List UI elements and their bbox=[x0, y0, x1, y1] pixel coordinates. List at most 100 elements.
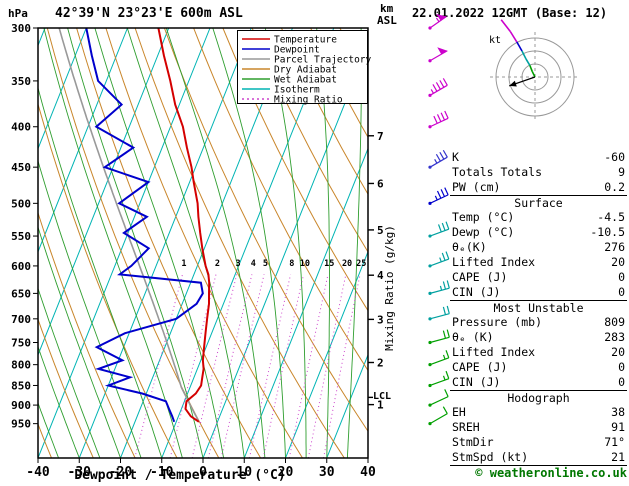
temperature-tick-label: -40 bbox=[26, 465, 50, 480]
km-tick-label: 3 bbox=[377, 313, 384, 326]
legend-item-label: Wet Adiabat bbox=[274, 75, 337, 86]
barb-full bbox=[440, 189, 446, 197]
barb-pennant bbox=[436, 13, 447, 21]
dry-adiabat-line bbox=[105, 28, 303, 458]
wet-adiabat-line bbox=[43, 28, 183, 458]
barb-station-dot bbox=[428, 234, 432, 238]
mixing-ratio-value-label: 20 bbox=[342, 259, 352, 269]
wind-barb bbox=[428, 110, 449, 129]
barb-full bbox=[435, 153, 441, 162]
wind-barb bbox=[428, 406, 448, 426]
index-label: Totals Totals bbox=[452, 165, 543, 179]
isotherm-line bbox=[243, 147, 368, 458]
index-row: CAPE (J) 0 bbox=[450, 270, 627, 285]
barb-shaft bbox=[429, 228, 449, 237]
indices-panel: K -60 Totals Totals 9 PW (cm) 0.2 Surface Temp … bbox=[450, 150, 627, 466]
pressure-tick-label: 600 bbox=[11, 260, 31, 273]
barb-full bbox=[442, 406, 448, 414]
mixing-ratio-value-label: 3 bbox=[236, 259, 241, 269]
barb-station-dot bbox=[428, 383, 432, 388]
lcl-label: LCL bbox=[373, 391, 391, 402]
index-value: 20 bbox=[611, 255, 625, 269]
index-row: Pressure (mb) 809 bbox=[450, 315, 627, 330]
isotherm-line bbox=[38, 28, 211, 458]
mixing-ratio-value-label: 4 bbox=[251, 259, 256, 269]
mixing-ratio-value-label: 15 bbox=[324, 259, 334, 269]
barb-full bbox=[435, 82, 441, 90]
index-row: Totals Totals 9 bbox=[450, 165, 627, 180]
index-value: 0 bbox=[618, 285, 625, 299]
index-label: StmDir bbox=[452, 435, 494, 449]
wet-adiabat-line bbox=[165, 28, 266, 458]
barb-half bbox=[434, 158, 438, 164]
barb-full bbox=[432, 84, 438, 92]
index-value: 9 bbox=[618, 165, 625, 179]
wet-adiabat-line bbox=[38, 225, 121, 458]
index-value: -60 bbox=[604, 150, 625, 164]
wet-adiabat-line bbox=[38, 345, 80, 458]
wind-barb bbox=[428, 350, 450, 367]
index-label: K bbox=[452, 150, 459, 164]
mixing-ratio-value-label: 2 bbox=[215, 259, 220, 269]
hodograph-unit-label: kt bbox=[489, 35, 501, 46]
barb-full bbox=[433, 115, 438, 124]
barb-full bbox=[445, 370, 450, 379]
pressure-tick-label: 550 bbox=[11, 230, 31, 243]
temperature-tick-label: 0 bbox=[199, 465, 207, 480]
barb-station-dot bbox=[428, 317, 432, 321]
wet-adiabat-line bbox=[264, 28, 307, 458]
index-label: SREH bbox=[452, 420, 480, 434]
dry-adiabat-line bbox=[38, 211, 136, 458]
index-label: CAPE (J) bbox=[452, 360, 508, 374]
index-value: 276 bbox=[604, 240, 625, 254]
index-value: -10.5 bbox=[590, 225, 625, 239]
pressure-tick-label: 950 bbox=[11, 418, 31, 431]
barb-full bbox=[436, 114, 442, 122]
pressure-tick-label: 900 bbox=[11, 399, 31, 412]
wet-adiabat-line bbox=[38, 86, 163, 458]
barb-full bbox=[445, 221, 450, 230]
temperature-tick-label: 20 bbox=[278, 465, 294, 480]
index-label: Pressure (mb) bbox=[452, 315, 543, 329]
barb-full bbox=[437, 224, 442, 233]
wind-barb bbox=[428, 305, 450, 321]
isotherm-line bbox=[326, 353, 368, 458]
barb-full bbox=[446, 305, 450, 314]
barb-shaft bbox=[429, 117, 449, 128]
barb-shaft bbox=[429, 84, 448, 96]
index-label: CIN (J) bbox=[452, 375, 501, 389]
index-label: θₑ (K) bbox=[452, 330, 494, 344]
index-row: Lifted Index 20 bbox=[450, 345, 627, 360]
barb-full bbox=[444, 187, 449, 196]
hodograph-trace-segment bbox=[500, 19, 511, 32]
barb-full bbox=[444, 389, 449, 397]
km-tick-label: 4 bbox=[377, 269, 384, 282]
index-row: CIN (J) 0 bbox=[450, 285, 627, 300]
barb-full bbox=[442, 78, 448, 86]
wind-barb bbox=[428, 13, 447, 30]
isotherm-line bbox=[78, 28, 252, 458]
pressure-tick-label: 650 bbox=[11, 287, 31, 300]
index-value: 283 bbox=[604, 330, 625, 344]
barb-half bbox=[435, 17, 440, 23]
index-row: θₑ(K) 276 bbox=[450, 240, 627, 255]
hodograph-ring bbox=[521, 63, 549, 91]
dry-adiabat-line bbox=[163, 28, 368, 433]
barb-half bbox=[434, 195, 438, 201]
wind-barb bbox=[428, 187, 449, 205]
mixing-ratio-line bbox=[248, 274, 292, 458]
barb-shaft bbox=[429, 156, 448, 168]
barb-shaft bbox=[429, 313, 450, 320]
barb-half bbox=[442, 375, 446, 381]
asl-unit-label: ASL bbox=[377, 14, 397, 27]
hodograph-trace-segment bbox=[531, 71, 536, 78]
index-value: 21 bbox=[611, 450, 625, 464]
barb-station-dot bbox=[428, 201, 432, 205]
barb-full bbox=[442, 281, 447, 290]
pressure-tick-label: 500 bbox=[11, 197, 31, 210]
dry-adiabat-line bbox=[251, 28, 368, 253]
km-unit-label: km bbox=[380, 2, 394, 15]
temperature-profile-line bbox=[157, 28, 211, 423]
